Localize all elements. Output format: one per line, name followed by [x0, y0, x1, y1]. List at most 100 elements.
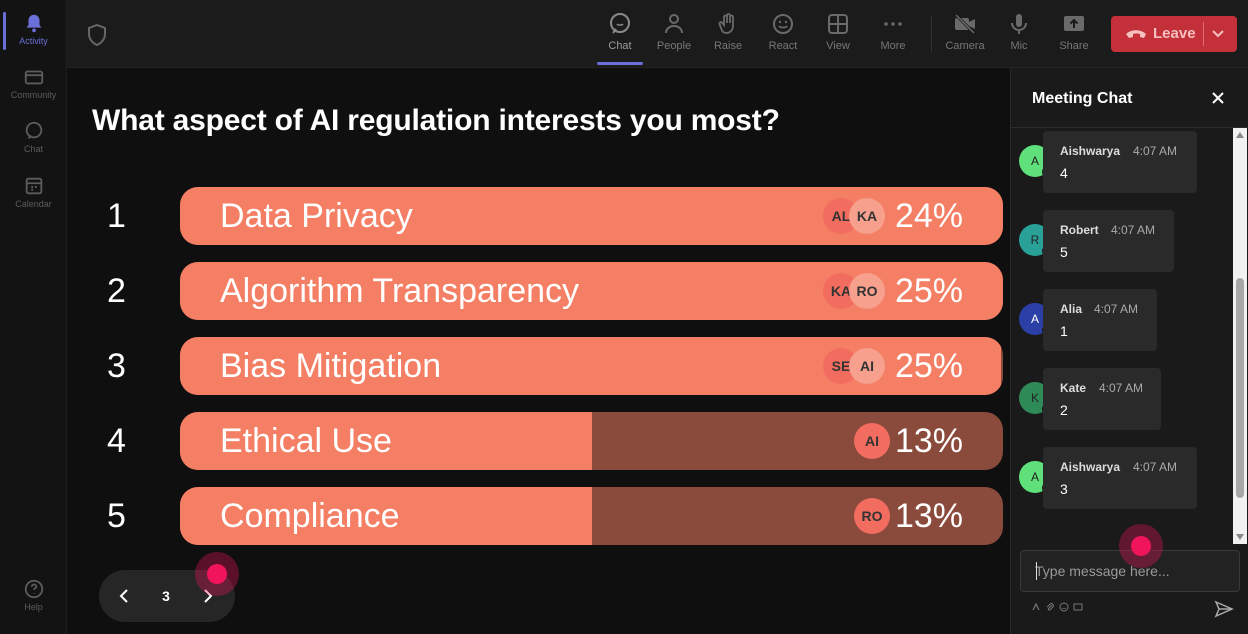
- sender-name: Robert: [1060, 223, 1099, 237]
- rail-label: Help: [24, 602, 43, 612]
- rail-label: Calendar: [15, 199, 52, 209]
- chevron-right-icon[interactable]: [201, 586, 215, 606]
- scroll-up-arrow-icon[interactable]: [1236, 132, 1244, 138]
- calendar-icon: [25, 177, 42, 195]
- community-icon: [24, 70, 43, 85]
- sender-name: Aishwarya: [1060, 144, 1121, 158]
- bell-icon: [26, 14, 41, 33]
- chat-scrollbar[interactable]: [1233, 128, 1247, 544]
- pointer-highlight: [195, 552, 239, 596]
- leave-divider: [1203, 22, 1204, 46]
- message-time: 4:07 AM: [1094, 302, 1139, 316]
- option-number: 4: [107, 422, 126, 460]
- send-icon[interactable]: [1214, 600, 1234, 618]
- toolbar-chat-button[interactable]: Chat: [593, 12, 647, 52]
- people-icon: [665, 14, 683, 34]
- toolbar-mic-button[interactable]: Mic: [992, 12, 1046, 52]
- rail-label: Chat: [23, 144, 43, 154]
- toolbar-camera-button[interactable]: Camera: [938, 12, 992, 52]
- option-percent: 13%: [894, 422, 963, 460]
- rail-label: Community: [10, 90, 57, 100]
- message-time: 4:07 AM: [1099, 381, 1144, 395]
- option-bar: Compliance RO 13%: [180, 487, 1003, 545]
- voter-avatar: AI: [849, 348, 885, 384]
- option-bar-fill: [180, 487, 592, 545]
- option-number: 5: [107, 497, 126, 535]
- shield-icon[interactable]: [87, 24, 107, 46]
- close-icon[interactable]: [1210, 90, 1226, 106]
- smiley-icon: [773, 14, 793, 34]
- message-time: 4:07 AM: [1133, 460, 1178, 474]
- toolbar-more-button[interactable]: More: [866, 12, 920, 52]
- rail-item-chat[interactable]: Chat: [0, 120, 67, 154]
- voter-avatar: KA: [849, 198, 885, 234]
- attach-icon[interactable]: [1045, 602, 1055, 612]
- toolbar-view-button[interactable]: View: [811, 12, 865, 52]
- option-label: Ethical Use: [220, 422, 392, 460]
- option-bar: Bias Mitigation SE AI 25%: [180, 337, 1003, 395]
- sender-name: Kate: [1060, 381, 1087, 395]
- toolbar-people-button[interactable]: People: [647, 12, 701, 52]
- active-tab-indicator: [597, 62, 643, 65]
- option-label: Data Privacy: [220, 197, 413, 235]
- leave-button[interactable]: Leave: [1111, 16, 1237, 52]
- option-percent: 25%: [894, 347, 963, 385]
- rail-item-help[interactable]: Help: [0, 578, 67, 612]
- option-number: 2: [107, 272, 126, 310]
- voter-avatar: RO: [849, 273, 885, 309]
- grid-view-icon: [828, 14, 848, 34]
- chat-bubble-icon: [610, 13, 630, 34]
- mic-icon: [1011, 14, 1027, 34]
- scroll-thumb[interactable]: [1236, 278, 1244, 498]
- chat-icon: [25, 121, 42, 139]
- rail-label: Activity: [19, 36, 48, 46]
- more-dots-icon: [884, 22, 902, 26]
- chevron-down-icon[interactable]: [1211, 28, 1225, 40]
- rail-item-calendar[interactable]: Calendar: [0, 175, 67, 209]
- chat-header-divider: [1011, 127, 1248, 128]
- option-number: 3: [107, 347, 126, 385]
- pointer-highlight: [1119, 524, 1163, 568]
- scroll-down-arrow-icon[interactable]: [1236, 534, 1244, 540]
- gif-icon[interactable]: [1073, 602, 1083, 612]
- toolbar-share-button[interactable]: Share: [1047, 12, 1101, 52]
- poll-option: 1 Data Privacy AL KA 24%: [67, 187, 1010, 245]
- camera-off-icon: [954, 13, 976, 35]
- message-time: 4:07 AM: [1111, 223, 1156, 237]
- phone-hangup-icon: [1126, 30, 1146, 38]
- message-text: 5: [1060, 244, 1068, 260]
- message-text: 4: [1060, 165, 1068, 181]
- poll-option: 3 Bias Mitigation SE AI 25%: [67, 337, 1010, 395]
- voter-avatar: AI: [854, 423, 890, 459]
- rail-item-activity[interactable]: Activity: [0, 12, 67, 50]
- left-rail: Activity Community Chat Calendar Help: [0, 0, 67, 634]
- poll-option: 2 Algorithm Transparency KA RO 25%: [67, 262, 1010, 320]
- poll-option: 4 Ethical Use AI 13%: [67, 412, 1010, 470]
- text-caret: [1036, 562, 1037, 580]
- message-text: 1: [1060, 323, 1068, 339]
- share-icon: [1064, 16, 1084, 31]
- poll-question: What aspect of AI regulation interests y…: [92, 104, 780, 137]
- page-number: 3: [162, 588, 170, 604]
- option-bar: Algorithm Transparency KA RO 25%: [180, 262, 1003, 320]
- message-time: 4:07 AM: [1133, 144, 1178, 158]
- chat-title: Meeting Chat: [1032, 90, 1133, 107]
- chevron-left-icon[interactable]: [117, 586, 131, 606]
- option-label: Algorithm Transparency: [220, 272, 580, 310]
- emoji-icon[interactable]: [1059, 602, 1069, 612]
- message-text: 3: [1060, 481, 1068, 497]
- poll-option: 5 Compliance RO 13%: [67, 487, 1010, 545]
- voter-avatar: RO: [854, 498, 890, 534]
- chat-message-input[interactable]: [1020, 550, 1240, 592]
- sender-name: Alia: [1060, 302, 1083, 316]
- toolbar-react-button[interactable]: React: [756, 12, 810, 52]
- toolbar-raise-button[interactable]: Raise: [701, 12, 755, 52]
- format-icon[interactable]: [1031, 602, 1041, 612]
- option-percent: 25%: [894, 272, 963, 310]
- message-text: 2: [1060, 402, 1068, 418]
- option-percent: 24%: [894, 197, 963, 235]
- meeting-chat-panel: Meeting Chat A Aishwarya 4:07 AM 4 R Rob…: [1010, 68, 1248, 634]
- rail-item-community[interactable]: Community: [0, 66, 67, 100]
- message-bubble: Aishwarya 4:07 AM 4: [1043, 131, 1197, 193]
- leave-label: Leave: [1153, 25, 1196, 42]
